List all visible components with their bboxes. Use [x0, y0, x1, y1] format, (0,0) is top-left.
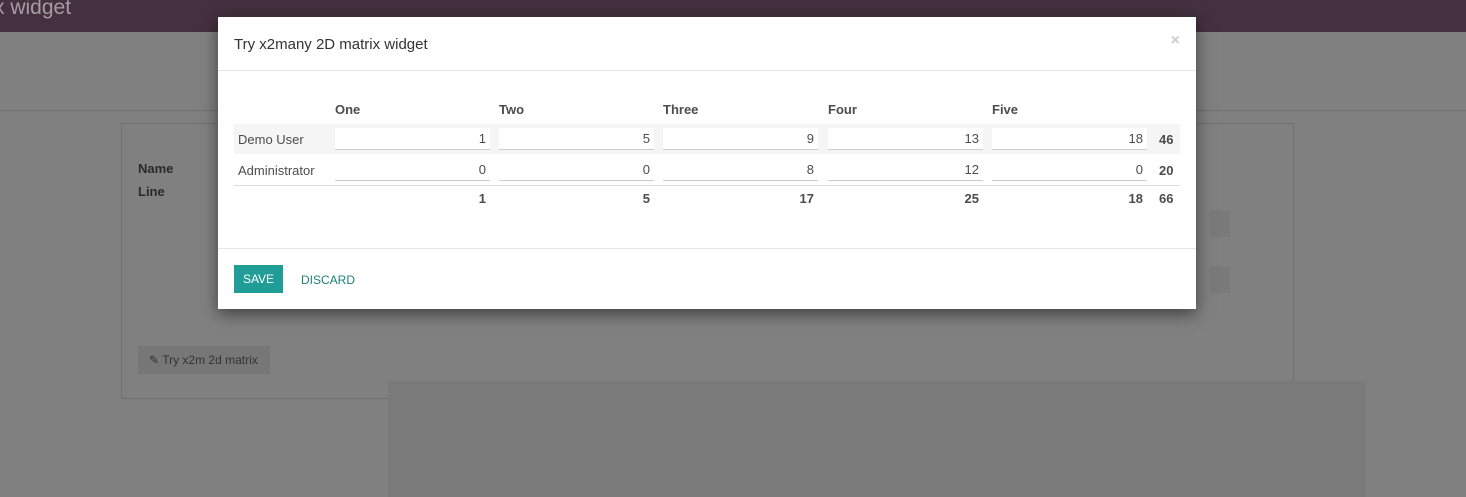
column-header: Two [499, 102, 525, 117]
column-header: One [335, 102, 361, 117]
lower-panel [388, 381, 1366, 497]
column-total: 1 [478, 191, 486, 206]
field-box [1210, 266, 1230, 293]
dialog-title: Try x2many 2D matrix widget [234, 36, 428, 53]
close-icon[interactable]: × [1170, 32, 1180, 49]
column-header: Four [828, 102, 857, 117]
edit-icon: ✎ [149, 353, 160, 367]
column-total: 5 [642, 191, 650, 206]
matrix-cell-input[interactable] [335, 128, 490, 150]
try-matrix-button[interactable]: ✎ Try x2m 2d matrix [138, 346, 270, 374]
column-total: 25 [964, 191, 979, 206]
row-total: 46 [1159, 132, 1174, 147]
matrix-cell-input[interactable] [828, 128, 983, 150]
footer-divider [218, 248, 1196, 249]
field-box [1210, 210, 1230, 237]
save-button[interactable]: SAVE [234, 265, 283, 293]
dialog-header: Try x2many 2D matrix widget × [218, 17, 1196, 71]
discard-button[interactable]: DISCARD [301, 273, 356, 287]
matrix-cell-input[interactable] [663, 128, 818, 150]
matrix-cell-input[interactable] [992, 128, 1147, 150]
matrix-cell-input[interactable] [499, 159, 654, 181]
app-title: x widget [0, 0, 72, 19]
column-total: 17 [799, 191, 814, 206]
matrix-dialog: Try x2many 2D matrix widget × One Two Thre… [218, 17, 1196, 309]
matrix-cell-input[interactable] [499, 128, 654, 150]
row-label: Demo User [238, 132, 304, 147]
column-total: 18 [1128, 191, 1143, 206]
matrix-cell-input[interactable] [663, 159, 818, 181]
row-label: Administrator [238, 163, 315, 178]
matrix-cell-input[interactable] [828, 159, 983, 181]
try-matrix-label: Try x2m 2d matrix [162, 353, 258, 367]
matrix-cell-input[interactable] [992, 159, 1147, 181]
line-label: Line [138, 184, 165, 199]
column-header: Three [663, 102, 699, 117]
grand-total: 66 [1159, 191, 1174, 206]
column-header: Five [992, 102, 1019, 117]
name-label: Name [138, 161, 174, 176]
totals-divider [234, 185, 1180, 186]
row-total: 20 [1159, 163, 1174, 178]
matrix-cell-input[interactable] [335, 159, 490, 181]
